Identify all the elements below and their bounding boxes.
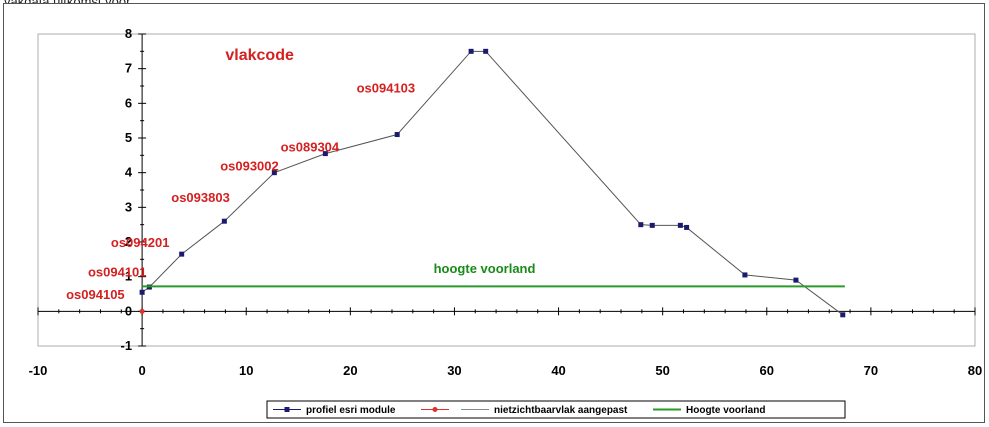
x-tick-label: 0 [138,363,145,378]
y-tick-label: -1 [121,338,133,353]
data-point-profiel-esri-module [139,289,145,295]
series-line-profiel-esri-module [141,50,844,316]
data-point-profiel-esri-module [649,222,655,228]
x-tick-label: 40 [551,363,565,378]
legend-marker-profiel-esri-module [284,407,290,412]
y-tick-label: 3 [125,199,132,214]
data-point-profiel-esri-module [638,222,644,228]
x-tick-label: 10 [239,363,253,378]
x-tick-label: 70 [864,363,878,378]
data-point-profiel-esri-module [684,224,690,230]
vlakcode-label: os089304 [281,140,340,155]
vlakcode-label: os094103 [357,81,416,96]
data-point-profiel-esri-module [468,48,474,54]
x-tick-label: 30 [447,363,461,378]
legend-label-profiel-esri-module: profiel esri module [306,405,396,416]
legend-label-hoogte-voorland: Hoogte voorland [686,405,765,416]
vlakcode-label: os093803 [171,190,230,205]
x-tick-label: 60 [760,363,774,378]
data-point-profiel-esri-module [483,48,489,54]
legend-label-nietzichtbaarvlak-aangepast: nietzichtbaarvlak aangepast [494,405,628,416]
data-point-profiel-esri-module [179,251,185,257]
vlakcode-label: os094201 [111,235,170,250]
vlakcode-title: vlakcode [225,47,294,64]
y-tick-label: 4 [125,165,133,180]
data-point-profiel-esri-module [271,170,277,176]
y-tick-label: 7 [125,61,132,76]
data-point-profiel-esri-module [322,151,328,157]
y-tick-label: 2 [125,234,132,249]
data-point-marker [139,308,145,314]
y-tick-label: 0 [125,303,132,318]
data-point-profiel-esri-module [742,272,748,278]
x-tick-label: 50 [655,363,669,378]
y-tick-label: 6 [125,95,132,110]
chart-svg: -10 0 10 20 30 40 50 60 70 80-1012345678vlakcodeh… [29,26,982,419]
y-tick-label: 8 [125,26,132,41]
vlakcode-label: os094105 [66,287,125,302]
x-tick-label: 80 [968,363,982,378]
data-point-profiel-esri-module [677,222,683,228]
y-tick-label: 5 [125,130,132,145]
legend-marker-marker [432,407,438,412]
vlakcode-label: os094101 [88,264,147,279]
legend-box [266,400,846,419]
data-point-profiel-esri-module [840,312,846,318]
vlakcode-label: os093002 [220,159,279,174]
data-point-profiel-esri-module [394,132,400,138]
y-tick-label: 1 [125,269,132,284]
hoogte-voorland-label: hoogte voorland [434,261,536,276]
x-tick-label: 20 [343,363,357,378]
plot-border [37,33,976,347]
chart-frame: -10 0 10 20 30 40 50 60 70 80 -1 0 1 2 3 4 5 6 7 8 vlakcode h… [3,3,985,423]
data-point-profiel-esri-module [221,218,227,224]
data-point-profiel-esri-module [793,277,799,283]
x-tick-label: -10 [29,363,48,378]
